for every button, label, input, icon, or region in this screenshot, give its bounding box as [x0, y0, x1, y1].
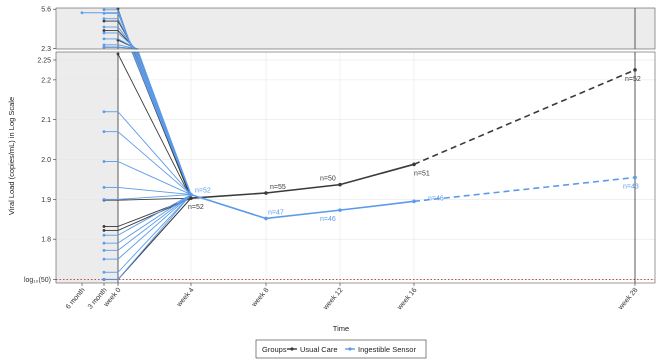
- n-label: n=50: [320, 176, 336, 183]
- main-panel-background: [56, 52, 655, 283]
- baseline-point-top: [102, 8, 106, 12]
- individual-trajectory: [117, 53, 192, 199]
- series-point: [264, 191, 268, 195]
- y-tick-label-top: 5.6: [41, 7, 51, 14]
- individual-trajectory: [117, 194, 192, 244]
- y-axis-label: Viral Load (copies/mL) in Log Scale: [7, 97, 16, 215]
- baseline-point-top: [102, 19, 106, 23]
- baseline-point: [102, 186, 106, 189]
- baseline-point-top: [102, 45, 106, 49]
- series-point: [633, 68, 637, 72]
- legend-key-ingestible-sensor-point: [348, 347, 352, 351]
- x-axis-label: Time: [333, 324, 349, 333]
- top-panel-border: [55, 7, 656, 50]
- series-point: [264, 216, 268, 221]
- x-tick-label: week 16: [396, 287, 419, 312]
- main-panel: n=52 n=55 n=50 n=51 n=52 n=52 n=47 n=46 n=46 n=43: [55, 51, 656, 284]
- individual-trajectory: [117, 111, 192, 195]
- n-label: n=51: [414, 170, 430, 177]
- individual-trajectory-cont: [138, 51, 192, 195]
- individual-trajectory-top: [117, 32, 137, 50]
- series-line-dashed: [413, 176, 636, 203]
- legend-label-usual-care: Usual Care: [300, 345, 338, 354]
- baseline-point: [102, 270, 106, 274]
- legend-key-usual-care-point: [290, 347, 294, 351]
- main-panel-border: [55, 51, 656, 284]
- y-tick-label-main: 2.2: [41, 77, 51, 84]
- individual-trajectory: [117, 186, 192, 196]
- baseline-point-top: [102, 11, 106, 15]
- legend-label-ingestible-sensor: Ingestible Sensor: [358, 345, 416, 354]
- x-tick-label: week 12: [322, 287, 345, 312]
- baseline-point-top: [102, 31, 106, 35]
- baseline-point: [102, 130, 106, 134]
- n-label: n=46: [320, 216, 336, 223]
- series-point: [412, 199, 416, 204]
- y-tick-label-main: 1.9: [41, 197, 51, 204]
- y-tick-label-main: 2.25: [37, 57, 51, 64]
- baseline-point: [102, 233, 106, 237]
- baseline-point-top: [80, 11, 84, 15]
- baseline-point: [102, 197, 106, 201]
- individual-trajectory: [117, 194, 192, 273]
- n-label: n=47: [268, 209, 284, 216]
- n-label: n=46: [428, 195, 444, 202]
- baseline-point-top: [102, 37, 106, 41]
- n-label: n=55: [270, 184, 286, 191]
- baseline-point: [102, 248, 106, 252]
- baseline-point: [102, 257, 106, 261]
- baseline-point: [102, 278, 106, 281]
- individual-trajectory: [117, 194, 192, 260]
- n-label: n=52: [195, 188, 211, 195]
- legend: Groups Usual Care Ingestible Sensor: [255, 339, 427, 359]
- series-point: [338, 208, 342, 212]
- individual-trajectory: [117, 194, 192, 200]
- x-tick-label: week 8: [250, 287, 270, 309]
- y-tick-label-top: 2.3: [41, 46, 51, 53]
- n-label: n=43: [623, 183, 639, 190]
- individual-trajectory: [117, 197, 192, 201]
- n-label: n=52: [188, 204, 204, 211]
- individual-trajectory: [117, 161, 192, 195]
- baseline-point: [102, 225, 106, 228]
- n-label: n=52: [625, 76, 641, 83]
- series-point: [412, 162, 416, 167]
- baseline-point-top: [102, 17, 106, 21]
- y-tick-label-main: 2.1: [41, 117, 51, 124]
- series-point: [633, 175, 637, 180]
- baseline-point: [102, 110, 106, 114]
- series-point: [189, 192, 193, 197]
- baseline-point: [102, 160, 106, 163]
- series-line-solid: [190, 163, 415, 199]
- legend-title: Groups: [262, 345, 287, 354]
- series-line-dashed: [413, 69, 636, 166]
- individual-trajectory-top: [117, 38, 138, 50]
- baseline-point-top: [102, 25, 106, 29]
- y-tick-label-main: 2.0: [41, 157, 51, 164]
- x-tick-label: week 4: [175, 287, 195, 309]
- series-line-solid: [190, 193, 415, 220]
- individual-trajectory: [117, 194, 192, 251]
- top-panel: [55, 7, 656, 50]
- baseline-point: [102, 241, 106, 245]
- series-point: [338, 182, 342, 187]
- individual-trajectory: [117, 194, 192, 280]
- y-tick-label-main: log₁₀(50): [24, 277, 51, 284]
- x-tick-label: 6 month: [65, 287, 87, 311]
- x-tick-label: week 28: [617, 287, 640, 312]
- legend-box: [255, 339, 427, 359]
- baseline-region-shade: [56, 52, 118, 283]
- baseline-point-top: [102, 29, 106, 32]
- baseline-point: [102, 229, 106, 232]
- top-panel-background: [56, 8, 655, 49]
- series-point: [189, 196, 193, 200]
- individual-trajectory: [117, 194, 192, 236]
- baseline-point-top: [102, 43, 106, 47]
- y-tick-label-main: 1.8: [41, 237, 51, 244]
- individual-trajectory: [117, 131, 192, 195]
